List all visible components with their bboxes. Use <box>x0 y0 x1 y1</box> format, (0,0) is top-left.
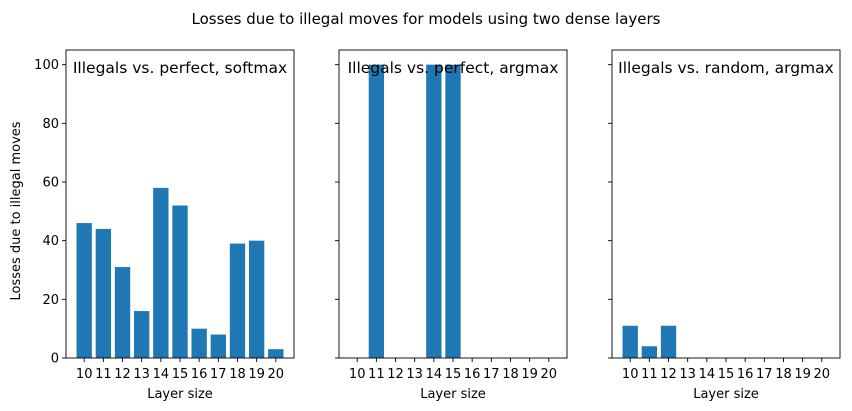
y-tick-label: 20 <box>42 293 59 308</box>
x-tick-label: 19 <box>248 367 265 382</box>
bar-17 <box>210 334 226 358</box>
x-tick-label: 16 <box>737 367 754 382</box>
x-tick-label: 11 <box>95 367 112 382</box>
x-tick-label: 13 <box>406 367 423 382</box>
bar-14 <box>426 64 442 359</box>
bar-15 <box>172 205 188 358</box>
bar-11 <box>641 346 658 358</box>
x-tick-label: 10 <box>349 367 366 382</box>
chart-panel-3: 10 11 12 13 14 15 16 17 18 19 20 Layer size Illegals… <box>608 49 841 402</box>
x-tick-label: 17 <box>756 367 773 382</box>
y-tick-label: 60 <box>42 176 59 191</box>
x-tick-label: 18 <box>502 367 519 382</box>
axes-frame <box>611 49 841 359</box>
panel-title: Illegals vs. random, argmax <box>618 59 834 77</box>
bar-14 <box>153 187 169 358</box>
bar-11 <box>95 228 112 358</box>
x-tick-label: 12 <box>387 367 404 382</box>
bar-10 <box>622 325 638 358</box>
x-axis-label: Layer size <box>420 387 486 402</box>
x-tick-label: 16 <box>464 367 481 382</box>
x-tick-label: 18 <box>229 367 246 382</box>
panel-title: Illegals vs. perfect, argmax <box>348 59 559 77</box>
panel-title: Illegals vs. perfect, softmax <box>73 59 287 77</box>
x-tick-label: 15 <box>172 367 189 382</box>
bar-19 <box>248 240 265 358</box>
x-tick-label: 17 <box>483 367 500 382</box>
x-tick-label: 13 <box>679 367 696 382</box>
y-axis-label: Losses due to illegal moves <box>9 121 24 300</box>
x-tick-label: 19 <box>521 367 538 382</box>
bar-12 <box>114 267 131 358</box>
y-tick-label: 0 <box>51 352 59 367</box>
x-tick-label: 12 <box>660 367 677 382</box>
x-tick-label: 10 <box>76 367 93 382</box>
x-tick-label: 20 <box>541 367 558 382</box>
bar-11 <box>368 64 385 359</box>
x-tick-label: 14 <box>153 367 170 382</box>
x-tick-label: 12 <box>114 367 131 382</box>
bar-20 <box>268 349 284 358</box>
x-tick-label: 15 <box>718 367 735 382</box>
y-tick-label: 80 <box>42 117 59 132</box>
x-tick-label: 20 <box>814 367 831 382</box>
bar-16 <box>191 328 207 358</box>
bar-12 <box>660 325 677 358</box>
x-axis-label: Layer size <box>147 387 213 402</box>
y-tick-label: 40 <box>42 234 59 249</box>
x-tick-label: 20 <box>268 367 285 382</box>
bar-10 <box>76 223 92 358</box>
x-tick-label: 17 <box>210 367 227 382</box>
x-tick-label: 15 <box>445 367 462 382</box>
bar-18 <box>229 243 246 358</box>
x-axis-label: Layer size <box>693 387 759 402</box>
bar-13 <box>134 311 150 358</box>
x-tick-label: 14 <box>699 367 716 382</box>
y-tick-label: 100 <box>34 58 59 73</box>
x-tick-label: 18 <box>775 367 792 382</box>
x-tick-label: 11 <box>641 367 658 382</box>
x-tick-label: 19 <box>794 367 811 382</box>
bar-15 <box>445 64 461 359</box>
x-tick-label: 16 <box>191 367 208 382</box>
figure-suptitle: Losses due to illegal moves for models u… <box>192 10 661 28</box>
x-tick-label: 14 <box>426 367 443 382</box>
x-tick-label: 13 <box>133 367 150 382</box>
x-tick-label: 11 <box>368 367 385 382</box>
chart-panel-2: 10 11 12 13 14 15 16 17 18 19 20 Layer size Illegals… <box>335 49 568 402</box>
x-tick-label: 10 <box>622 367 639 382</box>
